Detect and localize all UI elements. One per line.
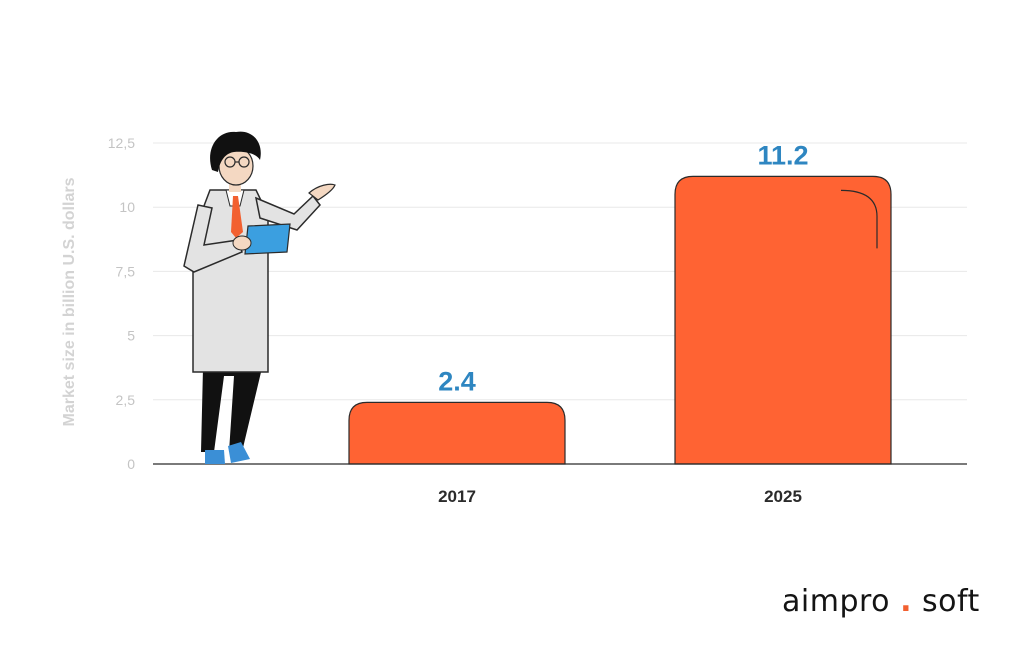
y-tick-label: 2,5: [116, 392, 136, 408]
data-label-2017: 2.4: [438, 366, 476, 396]
brand-name: aimpro: [782, 584, 891, 619]
brand-dot: .: [900, 584, 912, 619]
scientist-illustration: [183, 131, 336, 464]
bar-2025: [674, 175, 892, 465]
bars: 2.4 11.2: [348, 140, 892, 465]
data-label-2025: 11.2: [757, 140, 808, 170]
y-tick-label: 0: [127, 456, 135, 472]
brand-logo: aimpro . soft: [782, 584, 980, 619]
y-tick-label: 5: [127, 328, 135, 344]
x-tick-label: 2017: [438, 487, 476, 506]
brand-suffix: soft: [922, 584, 980, 619]
y-tick-label: 10: [119, 199, 135, 215]
x-axis-ticks: 2017 2025: [438, 487, 802, 506]
y-axis-ticks: 0 2,5 5 7,5 10 12,5: [108, 135, 135, 472]
y-axis-label: Market size in billion U.S. dollars: [61, 177, 78, 426]
x-tick-label: 2025: [764, 487, 802, 506]
y-tick-label: 7,5: [116, 263, 136, 279]
y-tick-label: 12,5: [108, 135, 135, 151]
bar-highlight-stroke: [840, 189, 878, 249]
bar-2017: [348, 401, 566, 465]
